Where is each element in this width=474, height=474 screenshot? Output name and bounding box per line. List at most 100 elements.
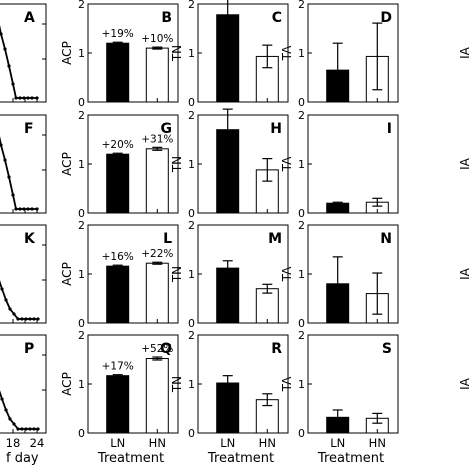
line-point: [11, 193, 15, 197]
y-tick-label: 2: [188, 329, 195, 342]
panel-letter: B: [161, 10, 172, 26]
panel-letter: M: [268, 231, 282, 247]
x-tick-label: LN: [220, 436, 235, 450]
line-point: [28, 317, 32, 321]
x-tick-label: HN: [149, 436, 166, 450]
line-point: [30, 207, 34, 211]
line-point: [0, 143, 3, 147]
line-panel-P: P: [0, 334, 47, 434]
line-point: [0, 287, 4, 291]
panel-letter: D: [380, 10, 392, 26]
line-point: [20, 427, 24, 431]
panel-letter: G: [161, 121, 173, 137]
panel-letter: R: [271, 341, 282, 357]
y-tick-label: 2: [78, 109, 85, 122]
y-axis-label: TN: [170, 156, 184, 173]
bar-panel-B: 0 1 2 ACP B +19% +10%: [60, 0, 179, 109]
x-axis-label: Treatment: [97, 451, 164, 466]
panel-letter: I: [387, 121, 392, 137]
y-tick-label: 2: [188, 0, 195, 11]
bar-HN: [255, 288, 279, 324]
line-point: [32, 317, 36, 321]
y-tick-label: 2: [78, 219, 85, 232]
y-tick-label: 2: [78, 0, 85, 11]
data-label: +16%: [102, 251, 134, 263]
panel-letter: C: [272, 10, 282, 26]
y-tick-label: 1: [298, 378, 305, 391]
panel-letter: P: [24, 341, 34, 357]
bar-HN: [145, 148, 169, 214]
line-point: [8, 417, 12, 421]
line-point: [8, 307, 12, 311]
bar-HN: [145, 47, 169, 103]
panel-letter: K: [24, 231, 36, 247]
y-tick-label: 1: [188, 158, 195, 171]
data-label: +31%: [141, 133, 173, 145]
panel-frame: [307, 114, 399, 214]
line-point: [7, 64, 11, 68]
line-panel-frame: [0, 3, 47, 103]
line-panel-F: F: [0, 114, 47, 214]
right-y-label-fragment: IA: [458, 267, 472, 280]
line-panel-K: K: [0, 224, 47, 324]
y-tick-label: 0: [298, 427, 305, 440]
panel-row-1: A 0 1 2 ACP B +19% +10% 0 1 2 TN C 0 1 2 TA D IA: [0, 0, 472, 109]
y-tick-label: 0: [188, 96, 195, 109]
y-tick-label: 2: [78, 329, 85, 342]
y-tick-label: 1: [188, 268, 195, 281]
right-y-label-fragment: IA: [458, 377, 472, 390]
bar-panel-I: 0 1 2 TA I: [280, 109, 399, 220]
right-y-label-fragment: IA: [458, 46, 472, 59]
y-tick-label: 1: [78, 158, 85, 171]
line-point: [11, 82, 15, 86]
line-series: [0, 136, 37, 210]
bar-panel-C: 0 1 2 TN C: [170, 0, 289, 109]
x-axis-label: Treatment: [207, 451, 274, 466]
line-point: [20, 317, 24, 321]
y-tick-label: 2: [298, 329, 305, 342]
panel-letter: L: [163, 231, 172, 247]
y-tick-label: 0: [298, 207, 305, 220]
data-label: +52%: [141, 343, 173, 355]
y-axis-label: ACP: [60, 262, 74, 286]
line-x-tick-label: 24: [30, 436, 45, 450]
x-tick-label: LN: [110, 436, 125, 450]
line-point: [35, 207, 39, 211]
panel-letter: A: [24, 10, 35, 26]
line-point: [24, 317, 28, 321]
line-x-axis-label: f day: [6, 451, 39, 466]
y-tick-label: 0: [188, 317, 195, 330]
y-tick-label: 1: [188, 378, 195, 391]
y-axis-label: TA: [280, 376, 294, 392]
y-tick-label: 1: [78, 378, 85, 391]
y-axis-label: TA: [280, 156, 294, 172]
data-label: +22%: [141, 248, 173, 260]
line-panel-frame: [0, 114, 47, 214]
line-point: [18, 96, 22, 100]
line-point: [16, 317, 20, 321]
line-point: [0, 397, 4, 401]
bar-HN: [145, 262, 169, 324]
data-label: +20%: [102, 139, 134, 151]
right-y-label-fragment: IA: [458, 157, 472, 170]
line-point: [12, 422, 16, 426]
panel-row-3: K 0 1 2 ACP L +16% +22% 0 1 2 TN M 0 1 2 TA N IA: [0, 219, 472, 330]
x-tick-label: HN: [369, 436, 386, 450]
line-series: [0, 25, 37, 99]
y-axis-label: ACP: [60, 41, 74, 65]
y-tick-label: 0: [188, 427, 195, 440]
y-tick-label: 1: [188, 47, 195, 60]
bar-LN: [216, 267, 240, 324]
y-tick-label: 0: [78, 427, 85, 440]
line-point: [22, 207, 26, 211]
line-panel-frame: [0, 224, 47, 324]
line-point: [30, 96, 34, 100]
line-series: [0, 280, 38, 320]
y-axis-label: ACP: [60, 152, 74, 176]
line-point: [0, 32, 3, 36]
line-point: [26, 96, 30, 100]
y-tick-label: 0: [78, 317, 85, 330]
